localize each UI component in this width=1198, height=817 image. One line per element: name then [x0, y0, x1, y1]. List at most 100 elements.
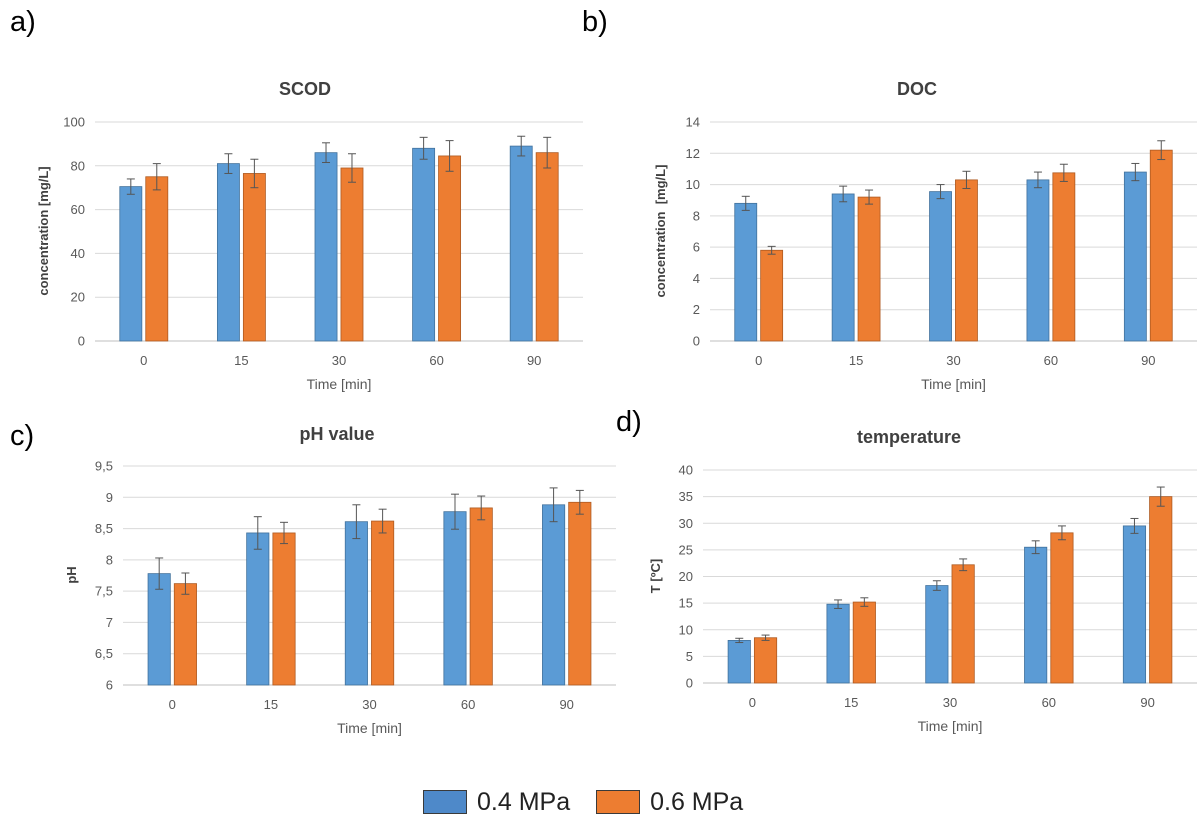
bar-0.4-mpa-15	[831, 193, 855, 342]
y-axis-label: concentration [mg/L]	[653, 165, 668, 298]
x-tick-label: 60	[429, 353, 443, 368]
x-tick-label: 90	[1141, 353, 1155, 368]
bar-0.4-mpa-90	[509, 145, 533, 342]
bar-0.6-mpa-0	[145, 176, 169, 342]
y-tick-label: 14	[686, 115, 700, 130]
x-tick-label: 15	[234, 353, 248, 368]
y-tick-label: 10	[679, 622, 693, 637]
x-tick-label: 60	[1044, 353, 1058, 368]
bar-0.4-mpa-60	[443, 511, 467, 686]
x-tick-label: 30	[943, 695, 957, 710]
y-tick-label: 20	[71, 290, 85, 305]
bar-0.6-mpa-15	[272, 532, 296, 686]
legend-item-0.6-mpa: 0.6 MPa	[596, 788, 743, 817]
legend-label-0.6-mpa: 0.6 MPa	[650, 787, 744, 816]
y-tick-label: 6	[106, 678, 113, 693]
y-tick-label: 10	[686, 177, 700, 192]
y-tick-label: 12	[686, 146, 700, 161]
y-axis-label: concentration [mg/L]	[36, 166, 51, 295]
legend: 0.4 MPa 0.6 MPa	[423, 787, 769, 817]
x-tick-label: 0	[140, 353, 147, 368]
chart-title: SCOD	[279, 79, 331, 99]
bar-0.4-mpa-15	[216, 163, 240, 342]
x-tick-label: 90	[559, 697, 573, 712]
x-tick-label: 60	[1042, 695, 1056, 710]
chart-title: temperature	[857, 427, 961, 447]
y-tick-label: 0	[686, 676, 693, 691]
bar-0.4-mpa-30	[925, 585, 949, 684]
panel-label-a: a)	[10, 6, 36, 38]
y-tick-label: 0	[78, 334, 85, 349]
y-tick-label: 9	[106, 490, 113, 505]
bar-0.4-mpa-15	[246, 532, 270, 686]
bar-0.6-mpa-90	[568, 501, 592, 686]
y-tick-label: 6	[693, 240, 700, 255]
y-tick-label: 8,5	[95, 521, 113, 536]
x-axis-label: Time [min]	[921, 376, 986, 392]
x-tick-label: 15	[844, 695, 858, 710]
bar-0.6-mpa-15	[852, 601, 876, 684]
x-axis-label: Time [min]	[918, 718, 983, 734]
bar-0.6-mpa-30	[951, 564, 975, 684]
legend-swatch-0.6-mpa	[596, 790, 641, 814]
bar-0.6-mpa-60	[438, 155, 462, 342]
x-axis-label: Time [min]	[307, 376, 372, 392]
chart-title: DOC	[897, 79, 937, 99]
panel-label-b: b)	[582, 6, 608, 38]
bar-0.6-mpa-60	[1052, 172, 1076, 342]
bar-0.4-mpa-15	[826, 603, 850, 684]
y-tick-label: 2	[693, 302, 700, 317]
y-axis-label: pH	[64, 566, 79, 583]
bar-0.6-mpa-90	[1149, 496, 1173, 684]
y-tick-label: 60	[71, 202, 85, 217]
x-tick-label: 30	[332, 353, 346, 368]
y-tick-label: 30	[679, 516, 693, 531]
bar-0.4-mpa-90	[1122, 525, 1147, 684]
y-tick-label: 8	[693, 208, 700, 223]
bar-0.4-mpa-90	[1123, 171, 1147, 342]
y-tick-label: 80	[71, 158, 85, 173]
y-axis-label: T [ºC]	[648, 559, 663, 593]
y-tick-label: 25	[679, 542, 693, 557]
y-tick-label: 5	[686, 649, 693, 664]
bar-0.4-mpa-0	[147, 573, 171, 686]
y-tick-label: 0	[693, 334, 700, 349]
bar-0.6-mpa-15	[242, 173, 266, 342]
x-tick-label: 90	[1140, 695, 1154, 710]
chart-3: 0 5 10 15 20 25 30 35 40 0 15 30 60 90 temperature Time…	[648, 427, 1197, 734]
legend-item-0.4-mpa: 0.4 MPa	[423, 788, 570, 817]
legend-label-0.4-mpa: 0.4 MPa	[477, 787, 571, 816]
chart-title: pH value	[299, 424, 374, 444]
y-tick-label: 7,5	[95, 584, 113, 599]
bar-0.6-mpa-0	[760, 249, 784, 342]
chart-2: 6 6,5 7 7,5 8 8,5 9 9,5 0 15 30 60 90 pH value Time [m…	[64, 424, 616, 736]
panel-label-d: d)	[616, 406, 642, 438]
y-tick-label: 100	[63, 115, 85, 130]
bar-0.4-mpa-90	[542, 504, 566, 686]
legend-swatch-0.4-mpa	[423, 790, 467, 814]
bar-0.4-mpa-30	[929, 191, 952, 342]
y-tick-label: 20	[679, 569, 693, 584]
y-tick-label: 9,5	[95, 459, 113, 474]
x-tick-label: 0	[749, 695, 756, 710]
bar-0.6-mpa-60	[469, 507, 493, 686]
y-tick-label: 40	[71, 246, 85, 261]
bar-0.4-mpa-0	[119, 186, 143, 342]
chart-1: 0 2 4 6 8 10 12 14 0 15 30 60 90 DOC Time [min] concent…	[653, 79, 1197, 392]
bar-0.6-mpa-15	[857, 196, 881, 342]
x-tick-label: 15	[849, 353, 863, 368]
bar-0.6-mpa-30	[371, 520, 395, 686]
bar-0.4-mpa-60	[1024, 546, 1048, 684]
x-tick-label: 90	[527, 353, 541, 368]
bar-0.4-mpa-30	[344, 521, 368, 686]
x-tick-label: 0	[169, 697, 176, 712]
bar-0.6-mpa-60	[1050, 532, 1074, 684]
panel-label-c: c)	[10, 420, 35, 452]
y-tick-label: 7	[106, 615, 113, 630]
bar-0.4-mpa-0	[734, 202, 758, 342]
bar-0.6-mpa-30	[955, 179, 978, 342]
bar-0.4-mpa-60	[412, 147, 436, 342]
y-tick-label: 8	[106, 552, 113, 567]
bar-0.4-mpa-60	[1026, 179, 1050, 342]
